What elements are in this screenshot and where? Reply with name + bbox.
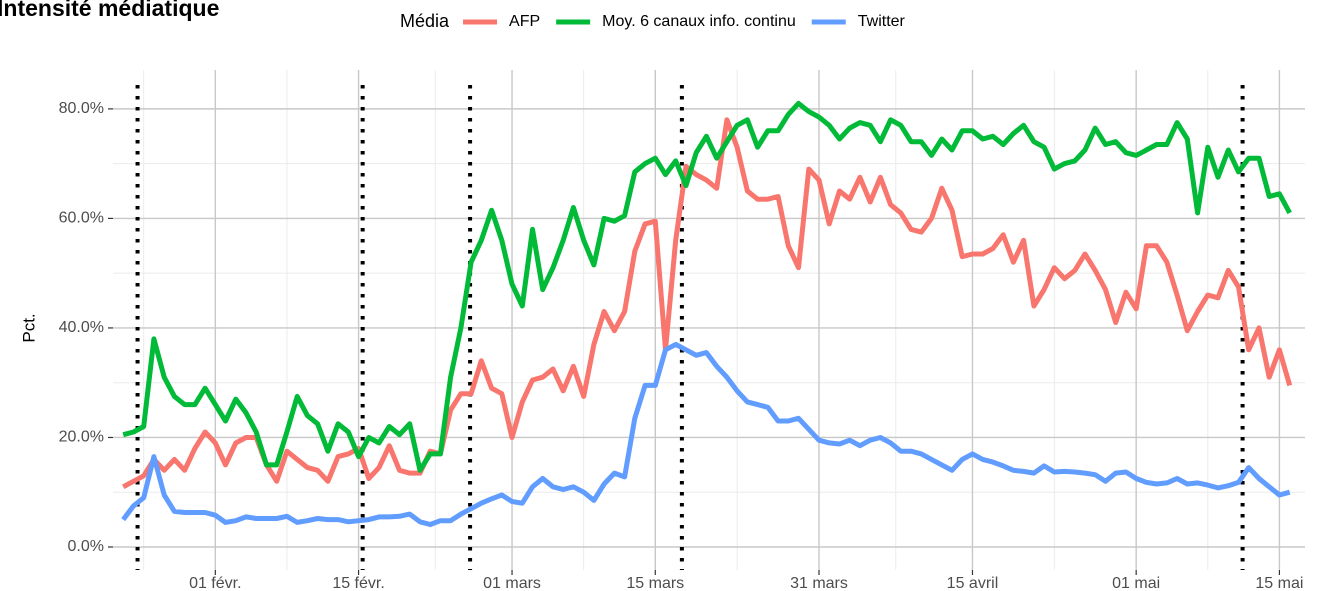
x-tick-label: 01 mars (483, 575, 541, 591)
legend-label: AFP (509, 13, 540, 30)
x-tick-label: 15 févr. (332, 575, 384, 591)
series-line (121, 341, 1291, 527)
x-tick-label: 15 avril (947, 575, 999, 591)
x-tick-label: 01 févr. (189, 575, 241, 591)
x-tick-label: 31 mars (790, 575, 848, 591)
y-tick-label: 40.0% (59, 319, 104, 336)
y-tick-label: 0.0% (68, 538, 104, 555)
x-tick-label: 15 mai (1255, 575, 1303, 591)
x-tick-label: 01 mai (1112, 575, 1160, 591)
series-line (122, 117, 1293, 490)
x-tick-label: 15 mars (626, 575, 684, 591)
y-tick-label: 20.0% (59, 429, 104, 446)
chart-title: Intensité médiatique (0, 0, 219, 21)
series-line (122, 100, 1292, 473)
y-axis-label: Pct. (19, 313, 38, 342)
y-tick-label: 80.0% (59, 100, 104, 117)
legend-title: Média (400, 11, 450, 31)
legend-label: Twitter (858, 13, 906, 30)
lines (121, 100, 1293, 527)
axes: 0.0% 20.0% 40.0% 60.0% 80.0% 01 févr. 15 févr.… (59, 100, 1304, 591)
legend: Média AFP Moy. 6 canaux info. continu Twitt… (400, 11, 906, 31)
legend-label: Moy. 6 canaux info. continu (602, 13, 796, 30)
y-tick-label: 60.0% (59, 210, 104, 227)
